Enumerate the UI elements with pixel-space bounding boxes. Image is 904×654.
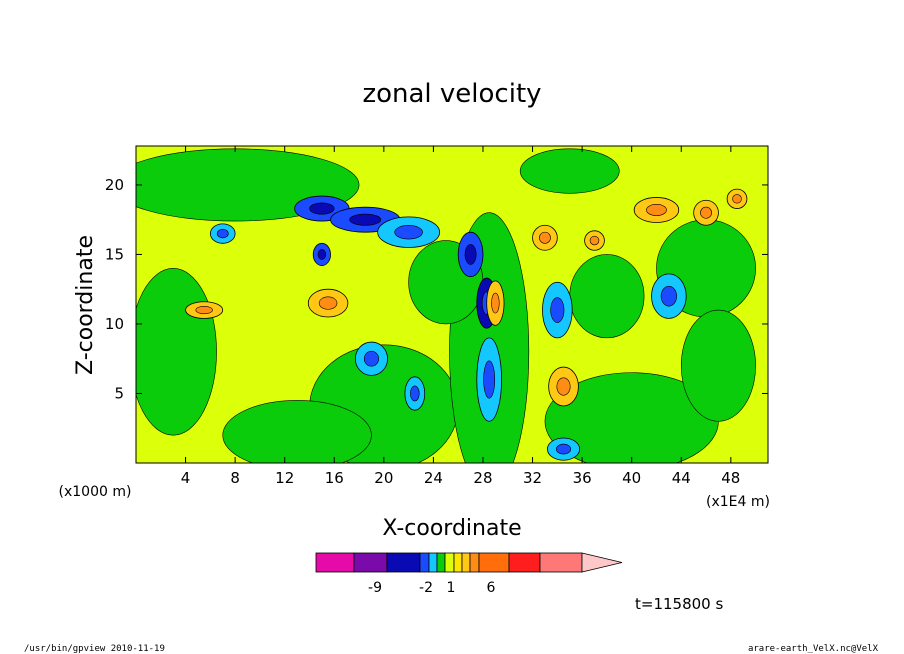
plot-frame xyxy=(135,145,769,464)
contour-core xyxy=(349,213,382,226)
contour-core xyxy=(660,285,677,307)
colorbar: -9 -2 1 6 xyxy=(315,552,623,596)
green-region xyxy=(519,148,620,194)
contour-core xyxy=(195,306,213,315)
x-tick-label: 48 xyxy=(721,469,740,487)
x-axis-label: X-coordinate xyxy=(382,516,521,541)
colorbar-tick-label: 1 xyxy=(447,580,456,596)
x-tick-label: 20 xyxy=(374,469,393,487)
contour-core xyxy=(646,204,667,216)
colorbar-tick-label: -2 xyxy=(419,580,433,596)
colorbar-cell xyxy=(436,552,446,573)
x-tick-label: 4 xyxy=(181,469,191,487)
x-scale-label: (x1000 m) xyxy=(59,484,132,500)
contour-core xyxy=(539,231,551,244)
contour-core xyxy=(410,385,420,402)
chart-title: zonal velocity xyxy=(362,79,541,109)
contour-core xyxy=(318,296,338,310)
colorbar-cell xyxy=(444,552,455,573)
time-label: t=115800 s xyxy=(635,595,723,613)
colorbar-tick-label: 6 xyxy=(487,580,496,596)
colorbar-cell xyxy=(386,552,421,573)
contour-core xyxy=(732,194,742,204)
colorbar-cell xyxy=(428,552,438,573)
x-tick-label: 28 xyxy=(473,469,492,487)
y-axis-label: Z-coordinate xyxy=(73,235,98,375)
colorbar-cell xyxy=(419,552,430,573)
x-tick-label: 36 xyxy=(573,469,592,487)
green-region xyxy=(222,400,372,463)
contour-core xyxy=(700,206,712,219)
contour-core xyxy=(556,377,571,396)
footer-left: /usr/bin/gpview 2010-11-19 xyxy=(24,644,165,654)
x-tick-label: 44 xyxy=(672,469,691,487)
contour-core xyxy=(309,202,335,215)
y-axis: 5 10 15 20 xyxy=(105,176,768,402)
x-tick-label: 16 xyxy=(325,469,344,487)
x-tick-label: 12 xyxy=(275,469,294,487)
colorbar-cell xyxy=(453,552,463,573)
colorbar-cell xyxy=(461,552,471,573)
x-tick-label: 8 xyxy=(230,469,240,487)
footer-right: arare-earth_VelX.nc@VelX xyxy=(748,644,879,654)
green-region xyxy=(680,309,756,422)
contour-core xyxy=(216,228,229,239)
colorbar-cell xyxy=(469,552,480,573)
y-tick-label: 10 xyxy=(105,315,124,333)
contour-core xyxy=(363,350,380,367)
contour-features xyxy=(185,188,748,461)
y-tick-label: 5 xyxy=(114,384,124,402)
colorbar-cell xyxy=(353,552,388,573)
y-tick-label: 15 xyxy=(105,245,124,263)
x-tick-label: 24 xyxy=(424,469,443,487)
contour-core xyxy=(464,244,477,265)
contour-core xyxy=(491,292,500,314)
colorbar-cell xyxy=(539,552,583,573)
contour-core xyxy=(317,249,327,260)
colorbar-cell xyxy=(478,552,510,573)
contour-core xyxy=(550,297,565,323)
y-tick-label: 20 xyxy=(105,176,124,194)
x-scale-label-right: (x1E4 m) xyxy=(706,494,770,510)
colorbar-tick-label: -9 xyxy=(368,580,382,596)
green-region xyxy=(136,268,217,436)
contour-core xyxy=(589,235,600,246)
contour-core xyxy=(555,443,572,455)
colorbar-extend-arrow xyxy=(581,552,623,573)
colorbar-cell xyxy=(315,552,355,573)
x-axis: 4 8 12 16 20 24 28 32 36 40 44 48 xyxy=(181,146,740,487)
contour-core xyxy=(483,360,496,399)
green-region xyxy=(569,254,645,339)
x-tick-label: 40 xyxy=(622,469,641,487)
plot-area xyxy=(136,146,768,463)
x-tick-label: 32 xyxy=(523,469,542,487)
contour-core xyxy=(394,225,423,240)
colorbar-cell xyxy=(508,552,541,573)
